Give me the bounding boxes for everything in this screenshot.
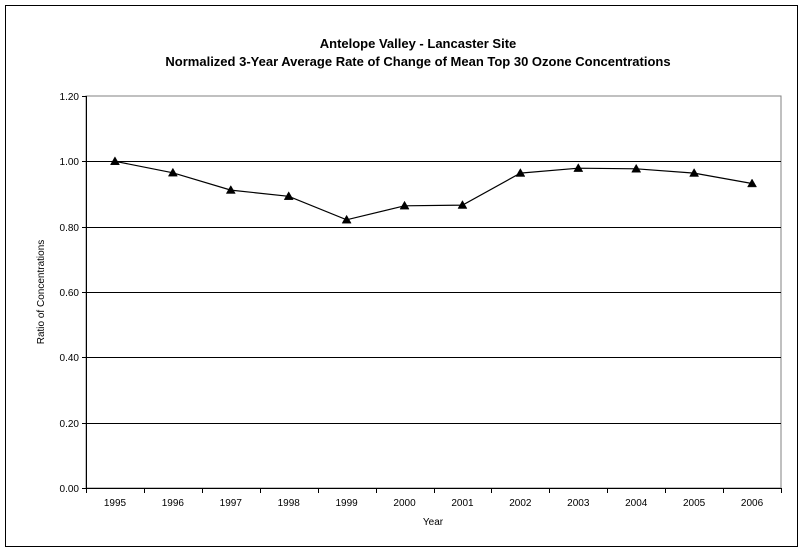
series-line: [114, 160, 753, 221]
x-axis-label: Year: [423, 517, 444, 528]
x-tick-label: 1998: [278, 498, 301, 509]
plot-area: 0.00 0.20 0.40 0.60 0.80 1.00 1.20 1995 1996 1997…: [60, 92, 782, 509]
x-tick-label: 2002: [509, 498, 532, 509]
data-point: [283, 191, 294, 200]
data-point: [631, 163, 642, 173]
x-tick-label: 2003: [567, 498, 590, 509]
data-point: [110, 156, 120, 165]
x-tick-label: 1997: [220, 498, 243, 509]
y-tick-label: 1.20: [60, 92, 80, 103]
data-point: [167, 167, 178, 177]
data-point: [341, 214, 352, 224]
data-point: [457, 200, 468, 209]
y-axis-label: Ratio of Concentrations: [36, 240, 47, 345]
x-tick-label: 2004: [625, 498, 648, 509]
data-point: [747, 178, 757, 188]
chart-subtitle: Normalized 3-Year Average Rate of Change…: [165, 54, 670, 69]
data-point: [225, 185, 236, 194]
y-tick-label: 0.60: [60, 288, 80, 299]
x-tick-label: 2006: [741, 498, 764, 509]
x-tick-label: 2005: [683, 498, 706, 509]
data-point: [399, 200, 410, 210]
y-tick-label: 0.20: [60, 419, 80, 430]
data-point: [573, 163, 584, 172]
y-tick-label: 0.00: [60, 484, 80, 495]
data-point: [515, 168, 526, 177]
y-tick-label: 0.40: [60, 353, 80, 364]
x-tick-label: 2000: [393, 498, 416, 509]
x-tick-label: 1996: [162, 498, 185, 509]
chart-title: Antelope Valley - Lancaster Site: [320, 36, 517, 51]
y-tick-label: 0.80: [60, 223, 80, 234]
x-tick-label: 2001: [451, 498, 474, 509]
y-tick-label: 1.00: [60, 157, 80, 168]
data-point: [689, 168, 700, 177]
x-tick-label: 1999: [336, 498, 359, 509]
x-tick-label: 1995: [104, 498, 127, 509]
